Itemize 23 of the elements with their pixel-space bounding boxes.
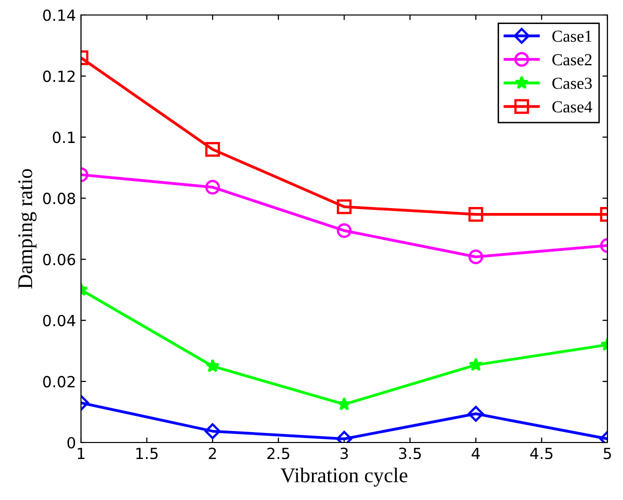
x-tick-label: 4.5 bbox=[530, 448, 552, 460]
x-tick-label: 3 bbox=[340, 448, 348, 460]
x-tick-label: 1.5 bbox=[136, 448, 158, 460]
y-axis-title: Damping ratio bbox=[18, 169, 37, 289]
legend-label: Case2 bbox=[552, 54, 592, 66]
x-tick-label: 4 bbox=[472, 448, 480, 459]
legend-label: Case3 bbox=[552, 78, 592, 89]
y-tick-label: 0.14 bbox=[43, 9, 76, 22]
legend-label: Case1 bbox=[552, 30, 592, 42]
y-tick-label: 0.12 bbox=[43, 70, 75, 82]
x-tick-label: 1 bbox=[78, 448, 84, 459]
y-tick-label: 0.1 bbox=[52, 132, 75, 144]
x-tick-label: 2 bbox=[208, 448, 216, 459]
y-tick-label: 0.02 bbox=[43, 376, 75, 388]
y-tick-label: 0 bbox=[67, 436, 76, 449]
y-tick-label: 0.04 bbox=[43, 314, 76, 326]
y-tick-label: 0.06 bbox=[43, 254, 76, 266]
x-axis-title: Vibration cycle bbox=[280, 468, 408, 487]
x-tick-label: 5 bbox=[604, 448, 611, 460]
x-tick-label: 3.5 bbox=[399, 448, 421, 460]
y-tick-label: 0.08 bbox=[43, 192, 76, 204]
x-tick-label: 2.5 bbox=[267, 448, 290, 460]
legend-label: Case4 bbox=[552, 101, 592, 112]
